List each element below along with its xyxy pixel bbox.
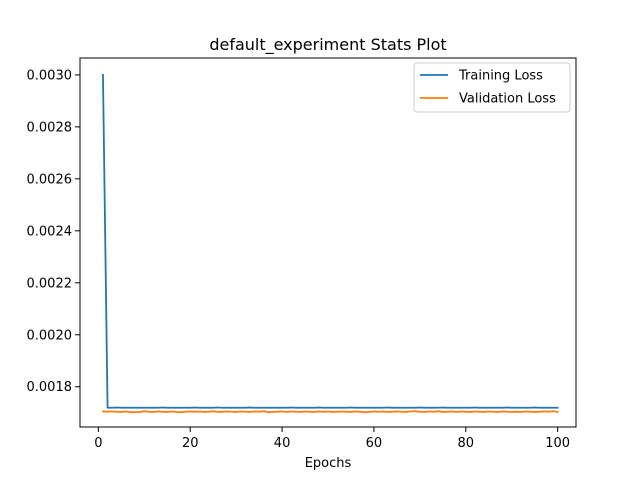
chart-title: default_experiment Stats Plot — [209, 35, 446, 55]
x-tick-label: 20 — [182, 436, 199, 451]
x-tick-label: 60 — [366, 436, 383, 451]
x-tick-label: 40 — [274, 436, 291, 451]
legend-box — [413, 62, 571, 113]
legend-entry-validation-loss: Validation Loss — [420, 92, 556, 107]
series-line-validation-loss — [102, 410, 559, 414]
plot-background — [80, 58, 576, 427]
y-axis: 0.0018 0.0020 0.0022 0.0024 0.0026 0.0028 0.00… — [27, 68, 80, 395]
y-tick-label: 0.0026 — [27, 172, 73, 187]
legend-label: Validation Loss — [459, 92, 556, 107]
y-tick-label: 0.0028 — [27, 120, 73, 135]
x-axis-label: Epochs — [305, 456, 352, 471]
legend-label: Training Loss — [458, 69, 543, 84]
y-tick-label: 0.0020 — [27, 328, 73, 343]
plot-area — [79, 57, 577, 428]
x-tick-label: 100 — [545, 436, 570, 451]
y-tick-label: 0.0022 — [27, 276, 73, 291]
y-tick-label: 0.0024 — [27, 224, 73, 239]
legend-entry-training-loss: Training Loss — [420, 69, 543, 84]
y-tick-label: 0.0018 — [27, 380, 73, 395]
legend: Training Loss Validation Loss — [413, 62, 571, 113]
series-line-training-loss — [102, 73, 559, 409]
plot-frame — [79, 57, 577, 428]
x-tick-label: 80 — [458, 436, 475, 451]
y-tick-label: 0.0030 — [27, 68, 73, 83]
x-axis: 0 20 40 60 80 100 — [94, 427, 570, 451]
x-tick-label: 0 — [94, 436, 102, 451]
series-layer — [102, 73, 559, 414]
